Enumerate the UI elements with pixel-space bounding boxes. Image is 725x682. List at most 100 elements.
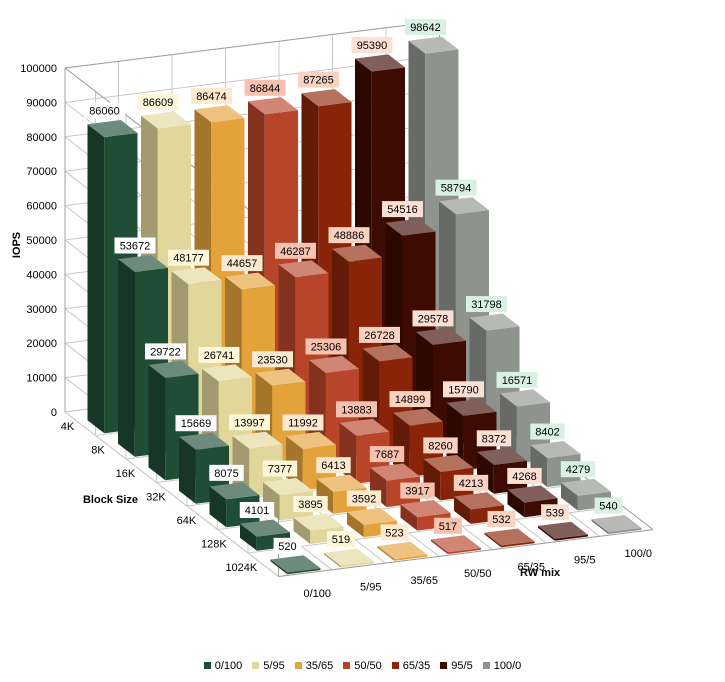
bar-top-face bbox=[194, 105, 245, 123]
data-label-box bbox=[369, 446, 405, 463]
bar-left-face bbox=[347, 512, 364, 538]
bar-top-face bbox=[507, 485, 558, 503]
bar-top-face bbox=[316, 474, 367, 492]
data-label: 23530 bbox=[257, 354, 288, 366]
legend-swatch bbox=[440, 662, 448, 669]
bar-top-face bbox=[446, 398, 497, 416]
x-tick-label: 8K bbox=[91, 444, 105, 456]
bar-top-face bbox=[87, 120, 138, 138]
z-axis-title: RW mix bbox=[520, 567, 561, 579]
data-label-box bbox=[380, 524, 409, 541]
data-label-box bbox=[358, 326, 400, 343]
bar-left-face bbox=[240, 523, 257, 551]
legend-swatch bbox=[294, 662, 302, 669]
data-label: 31798 bbox=[471, 299, 502, 311]
data-label: 8402 bbox=[535, 427, 559, 439]
bar-top-face bbox=[332, 244, 382, 262]
bars bbox=[87, 36, 642, 575]
bar bbox=[591, 515, 642, 534]
bar bbox=[530, 441, 581, 487]
z-tick-label: 50/50 bbox=[464, 568, 492, 580]
data-label: 44657 bbox=[227, 258, 258, 270]
data-label-box bbox=[404, 19, 446, 36]
data-label-box bbox=[507, 467, 542, 484]
bar-front-face bbox=[501, 541, 535, 548]
bar bbox=[377, 541, 428, 561]
legend-label: 0/100 bbox=[214, 660, 243, 672]
data-label: 3895 bbox=[298, 499, 322, 511]
x-tick-label: 1024K bbox=[225, 562, 257, 574]
y-tick-label: 10000 bbox=[26, 373, 57, 385]
bar bbox=[484, 528, 535, 548]
bar-left-face bbox=[591, 519, 609, 534]
bar-front-face bbox=[287, 568, 321, 575]
data-label-box bbox=[274, 242, 316, 259]
data-label: 4279 bbox=[566, 464, 590, 476]
data-label-box bbox=[239, 502, 275, 519]
bar-top-face bbox=[270, 555, 321, 573]
y-tick-label: 60000 bbox=[26, 201, 57, 213]
data-label-box bbox=[541, 504, 569, 521]
bar-top-face bbox=[431, 535, 481, 553]
data-label: 517 bbox=[439, 521, 457, 533]
chart-3d-columns: 0 10000 20000 30000 40000 50000 60000 70000 8000… bbox=[11, 19, 654, 600]
z-tick-label: 35/65 bbox=[410, 575, 438, 587]
data-label: 8260 bbox=[428, 440, 452, 452]
data-label: 26728 bbox=[364, 330, 395, 342]
data-label-box bbox=[496, 371, 538, 388]
bar-left-face bbox=[377, 546, 395, 561]
bar-top-face bbox=[118, 255, 168, 272]
bar-top-face bbox=[469, 313, 520, 331]
data-label: 48886 bbox=[334, 230, 365, 242]
legend-label: 65/35 bbox=[402, 660, 431, 672]
data-label-box bbox=[167, 249, 209, 266]
bar bbox=[324, 548, 374, 568]
data-label-box bbox=[144, 343, 186, 360]
z-tick-label: 0/100 bbox=[303, 588, 331, 600]
data-label-box bbox=[594, 497, 623, 514]
data-label-box bbox=[198, 346, 240, 363]
legend-item: 65/35 bbox=[391, 660, 431, 672]
plot-frame-edge bbox=[64, 20, 440, 69]
data-label-box bbox=[423, 437, 458, 454]
legend-item: 35/65 bbox=[294, 660, 334, 672]
bar-top-face bbox=[408, 36, 459, 54]
bar-top-face bbox=[209, 482, 260, 500]
data-label: 523 bbox=[385, 527, 403, 539]
data-label: 7687 bbox=[375, 449, 399, 461]
bar-left-face bbox=[561, 482, 578, 511]
bar-top-face bbox=[141, 111, 191, 129]
data-label-box bbox=[346, 490, 382, 507]
legend-swatch bbox=[482, 662, 490, 669]
data-label: 26741 bbox=[204, 350, 235, 362]
legend-label: 35/65 bbox=[305, 660, 334, 672]
legend-label: 100/0 bbox=[493, 660, 522, 672]
y-tick-label: 90000 bbox=[26, 97, 57, 109]
data-label: 7377 bbox=[268, 464, 292, 476]
data-label: 4101 bbox=[245, 505, 269, 517]
bar-top-face bbox=[538, 521, 588, 539]
legend-item: 95/5 bbox=[440, 660, 473, 672]
x-axis-title: Block Size bbox=[83, 494, 138, 506]
y-tick-label: 30000 bbox=[26, 304, 57, 316]
legend-item: 5/95 bbox=[252, 660, 285, 672]
bar-front-face bbox=[447, 548, 481, 555]
data-label-box bbox=[560, 461, 596, 478]
data-label: 53672 bbox=[120, 240, 151, 252]
data-label: 3917 bbox=[405, 486, 429, 498]
bar-top-face bbox=[400, 500, 451, 518]
bar-top-face bbox=[393, 408, 443, 426]
bar-left-face bbox=[87, 124, 105, 434]
data-label: 539 bbox=[546, 507, 564, 519]
data-label: 532 bbox=[492, 514, 510, 526]
data-label-box bbox=[282, 414, 324, 431]
bar-top-face bbox=[255, 368, 306, 386]
data-label-box bbox=[221, 255, 263, 272]
bar-top-face bbox=[347, 507, 397, 525]
data-label-box bbox=[293, 496, 328, 513]
bar-left-face bbox=[209, 486, 227, 528]
data-label: 8372 bbox=[482, 433, 506, 445]
data-label-box bbox=[137, 93, 179, 110]
legend-label: 5/95 bbox=[263, 660, 285, 672]
bar-front-face bbox=[554, 534, 588, 541]
